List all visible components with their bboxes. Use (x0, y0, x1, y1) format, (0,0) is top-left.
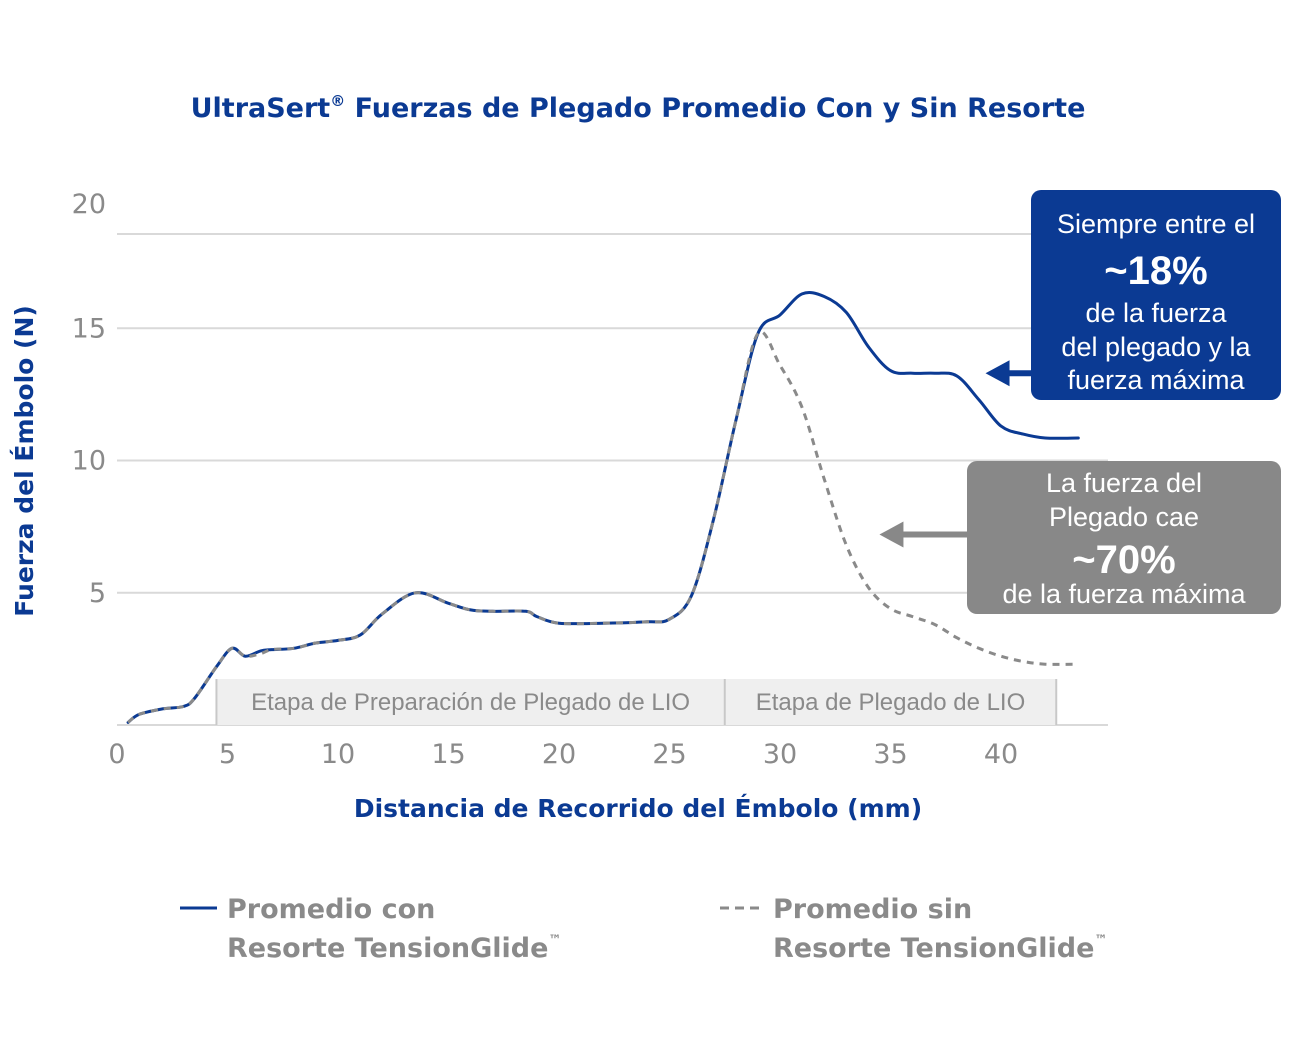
stage-band-0: Etapa de Preparación de Plegado de LIO (215, 679, 725, 725)
x-tick-25: 25 (652, 739, 686, 770)
legend-label-without-line2: Resorte TensionGlide™ (773, 933, 1107, 964)
y-axis-title: Fuerza del Émbolo (N) (10, 305, 39, 617)
annotation-blue: Siempre entre el ~18% de la fuerza del pleg… (985, 190, 1281, 400)
x-tick-40: 40 (984, 739, 1018, 770)
annotation-gray-line-2: ~70% (1072, 538, 1175, 582)
x-axis-title: Distancia de Recorrido del Émbolo (mm) (354, 794, 922, 823)
annotation-blue-box (1031, 190, 1281, 400)
stage-box-0 (216, 679, 725, 725)
y-tick-10: 10 (72, 446, 106, 477)
y-tick-20: 20 (72, 189, 106, 220)
x-tick-20: 20 (542, 739, 576, 770)
y-tick-15: 15 (72, 313, 106, 344)
stage-box-1 (724, 679, 1057, 725)
annotation-gray-arrow-head (879, 521, 904, 548)
stage-label-0: Etapa de Preparación de Plegado de LIO (251, 689, 690, 716)
x-tick-5: 5 (219, 739, 236, 770)
y-tick-5: 5 (89, 578, 106, 609)
x-tick-30: 30 (763, 739, 797, 770)
legend-label-with-line2: Resorte TensionGlide™ (227, 933, 561, 964)
legend-label-without: Promedio sin (773, 894, 972, 925)
annotation-blue-line-2: de la fuerza (1085, 298, 1227, 328)
x-tick-0: 0 (108, 739, 125, 770)
y-tick-labels: 5 10 15 20 (72, 189, 106, 609)
annotation-blue-line-4: fuerza máxima (1067, 365, 1245, 395)
annotation-blue-line-0: Siempre entre el (1057, 209, 1255, 239)
x-tick-15: 15 (431, 739, 465, 770)
x-tick-labels: 0 5 10 15 20 25 30 35 40 (108, 739, 1018, 770)
x-tick-35: 35 (873, 739, 907, 770)
annotation-blue-arrow-head (985, 360, 1010, 387)
stage-label-1: Etapa de Plegado de LIO (756, 689, 1026, 716)
legend: Promedio con Resorte TensionGlide™ Prome… (180, 894, 1107, 964)
stage-band-1: Etapa de Plegado de LIO (723, 679, 1058, 725)
annotation-blue-line-3: del plegado y la (1061, 332, 1251, 362)
annotation-gray-line-0: La fuerza del (1046, 468, 1202, 498)
series-line-with (126, 291, 1080, 724)
annotation-gray: La fuerza del Plegado cae ~70%de la fuerza… (879, 461, 1281, 614)
chart-title: UltraSert® Fuerzas de Plegado Promedio C… (191, 92, 1086, 124)
series-line-without (127, 330, 1079, 724)
annotations: Siempre entre el ~18% de la fuerza del pleg… (879, 190, 1281, 614)
stage-bands: Etapa de Preparación de Plegado de LIO Et… (215, 679, 1058, 725)
annotation-gray-line-1: Plegado cae (1049, 502, 1199, 532)
series-lines (126, 291, 1080, 724)
legend-label-with: Promedio con (227, 894, 435, 925)
annotation-gray-box (967, 461, 1281, 614)
x-tick-10: 10 (321, 739, 355, 770)
annotation-gray-line-3: de la fuerza máxima (1002, 579, 1246, 609)
annotation-blue-line-1: ~18% (1104, 249, 1207, 293)
